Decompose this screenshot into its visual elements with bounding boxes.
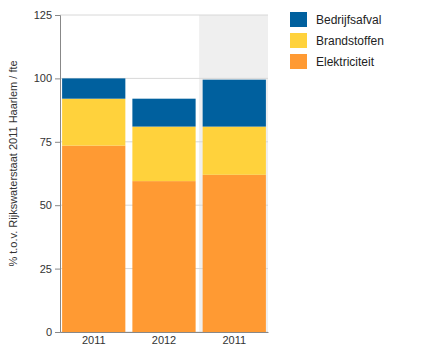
legend-label: Brandstoffen	[316, 34, 384, 48]
y-tick-mark	[55, 78, 60, 79]
y-tick: 0	[46, 326, 60, 338]
x-tick: 2011	[82, 332, 106, 346]
y-tick-label: 50	[40, 199, 52, 211]
legend-swatch	[290, 12, 307, 27]
y-tick: 25	[40, 263, 60, 275]
y-axis: 0 25 50 75 100 125	[34, 9, 61, 338]
legend-item: Elektriciteit	[290, 54, 375, 69]
x-tick-label: 2011	[82, 334, 106, 346]
bar-segment	[62, 146, 125, 332]
legend-item: Bedrijfsafval	[290, 12, 381, 27]
y-axis-line	[55, 16, 61, 333]
x-tick-label: 2011	[222, 334, 246, 346]
grid-line	[60, 15, 268, 16]
bar-segment	[132, 99, 195, 127]
bar-segment	[203, 80, 266, 127]
y-tick: 75	[40, 136, 60, 148]
highlight-band	[199, 15, 268, 332]
plot: 0 25 50 75 100 125 2011 2012 2011	[34, 9, 269, 346]
legend: Bedrijfsafval Brandstoffen Elektriciteit	[290, 12, 384, 69]
x-tick: 2012	[152, 332, 176, 346]
y-tick: 50	[40, 199, 60, 211]
legend-label: Elektriciteit	[316, 55, 375, 69]
y-tick: 100	[34, 72, 60, 84]
legend-label: Bedrijfsafval	[316, 13, 381, 27]
bar-segment	[62, 78, 125, 98]
bar-segment	[132, 127, 195, 182]
x-axis: 2011 2012 2011	[61, 332, 269, 346]
y-tick-mark	[55, 269, 60, 270]
y-tick-mark	[55, 205, 60, 206]
legend-item: Brandstoffen	[290, 33, 384, 48]
y-axis-label: % t.o.v. Rijkswaterstaat 2011 Haarlem / …	[7, 60, 19, 266]
y-tick-label: 0	[46, 326, 52, 338]
bar-segment	[203, 127, 266, 175]
y-tick: 125	[34, 9, 60, 21]
chart: 0 25 50 75 100 125 2011 2012 2011 % t.o.v. Rijksw…	[0, 0, 434, 351]
bars	[62, 78, 266, 332]
bar-segment	[132, 181, 195, 332]
y-tick-label: 25	[40, 263, 52, 275]
y-tick-mark	[55, 332, 60, 333]
y-tick-label: 100	[34, 72, 52, 84]
bar-segment	[203, 175, 266, 332]
legend-swatch	[290, 54, 307, 69]
y-tick-mark	[55, 142, 60, 143]
legend-swatch	[290, 33, 307, 48]
x-tick-label: 2012	[152, 334, 176, 346]
y-tick-label: 125	[34, 9, 52, 21]
y-tick-label: 75	[40, 136, 52, 148]
bar-segment	[62, 99, 125, 146]
x-tick: 2011	[222, 332, 246, 346]
y-tick-mark	[55, 15, 60, 16]
grid	[60, 15, 268, 332]
